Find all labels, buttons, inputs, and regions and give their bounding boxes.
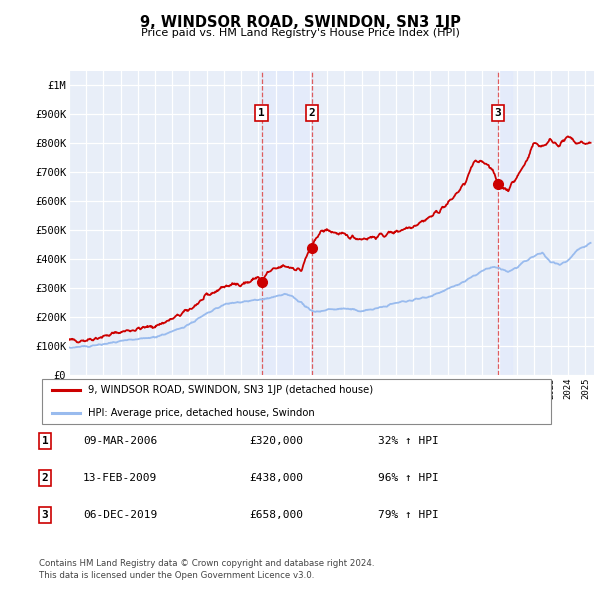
Text: 06-DEC-2019: 06-DEC-2019 (83, 510, 157, 520)
Text: 79% ↑ HPI: 79% ↑ HPI (377, 510, 439, 520)
Text: This data is licensed under the Open Government Licence v3.0.: This data is licensed under the Open Gov… (39, 571, 314, 580)
Text: £658,000: £658,000 (249, 510, 303, 520)
Text: 1: 1 (41, 436, 49, 445)
Text: 96% ↑ HPI: 96% ↑ HPI (377, 473, 439, 483)
Text: £320,000: £320,000 (249, 436, 303, 445)
Bar (498, 71, 512, 375)
Text: 9, WINDSOR ROAD, SWINDON, SN3 1JP (detached house): 9, WINDSOR ROAD, SWINDON, SN3 1JP (detac… (88, 385, 373, 395)
Text: £438,000: £438,000 (249, 473, 303, 483)
Text: 09-MAR-2006: 09-MAR-2006 (83, 436, 157, 445)
Bar (262, 71, 312, 375)
Text: Contains HM Land Registry data © Crown copyright and database right 2024.: Contains HM Land Registry data © Crown c… (39, 559, 374, 568)
Text: 32% ↑ HPI: 32% ↑ HPI (377, 436, 439, 445)
Text: 9, WINDSOR ROAD, SWINDON, SN3 1JP: 9, WINDSOR ROAD, SWINDON, SN3 1JP (140, 15, 460, 30)
Text: Price paid vs. HM Land Registry's House Price Index (HPI): Price paid vs. HM Land Registry's House … (140, 28, 460, 38)
Text: 3: 3 (494, 108, 502, 118)
Text: 1: 1 (258, 108, 265, 118)
Text: 13-FEB-2009: 13-FEB-2009 (83, 473, 157, 483)
Text: 2: 2 (308, 108, 316, 118)
Text: 2: 2 (41, 473, 49, 483)
Text: 3: 3 (41, 510, 49, 520)
Text: HPI: Average price, detached house, Swindon: HPI: Average price, detached house, Swin… (88, 408, 315, 418)
FancyBboxPatch shape (41, 379, 551, 424)
